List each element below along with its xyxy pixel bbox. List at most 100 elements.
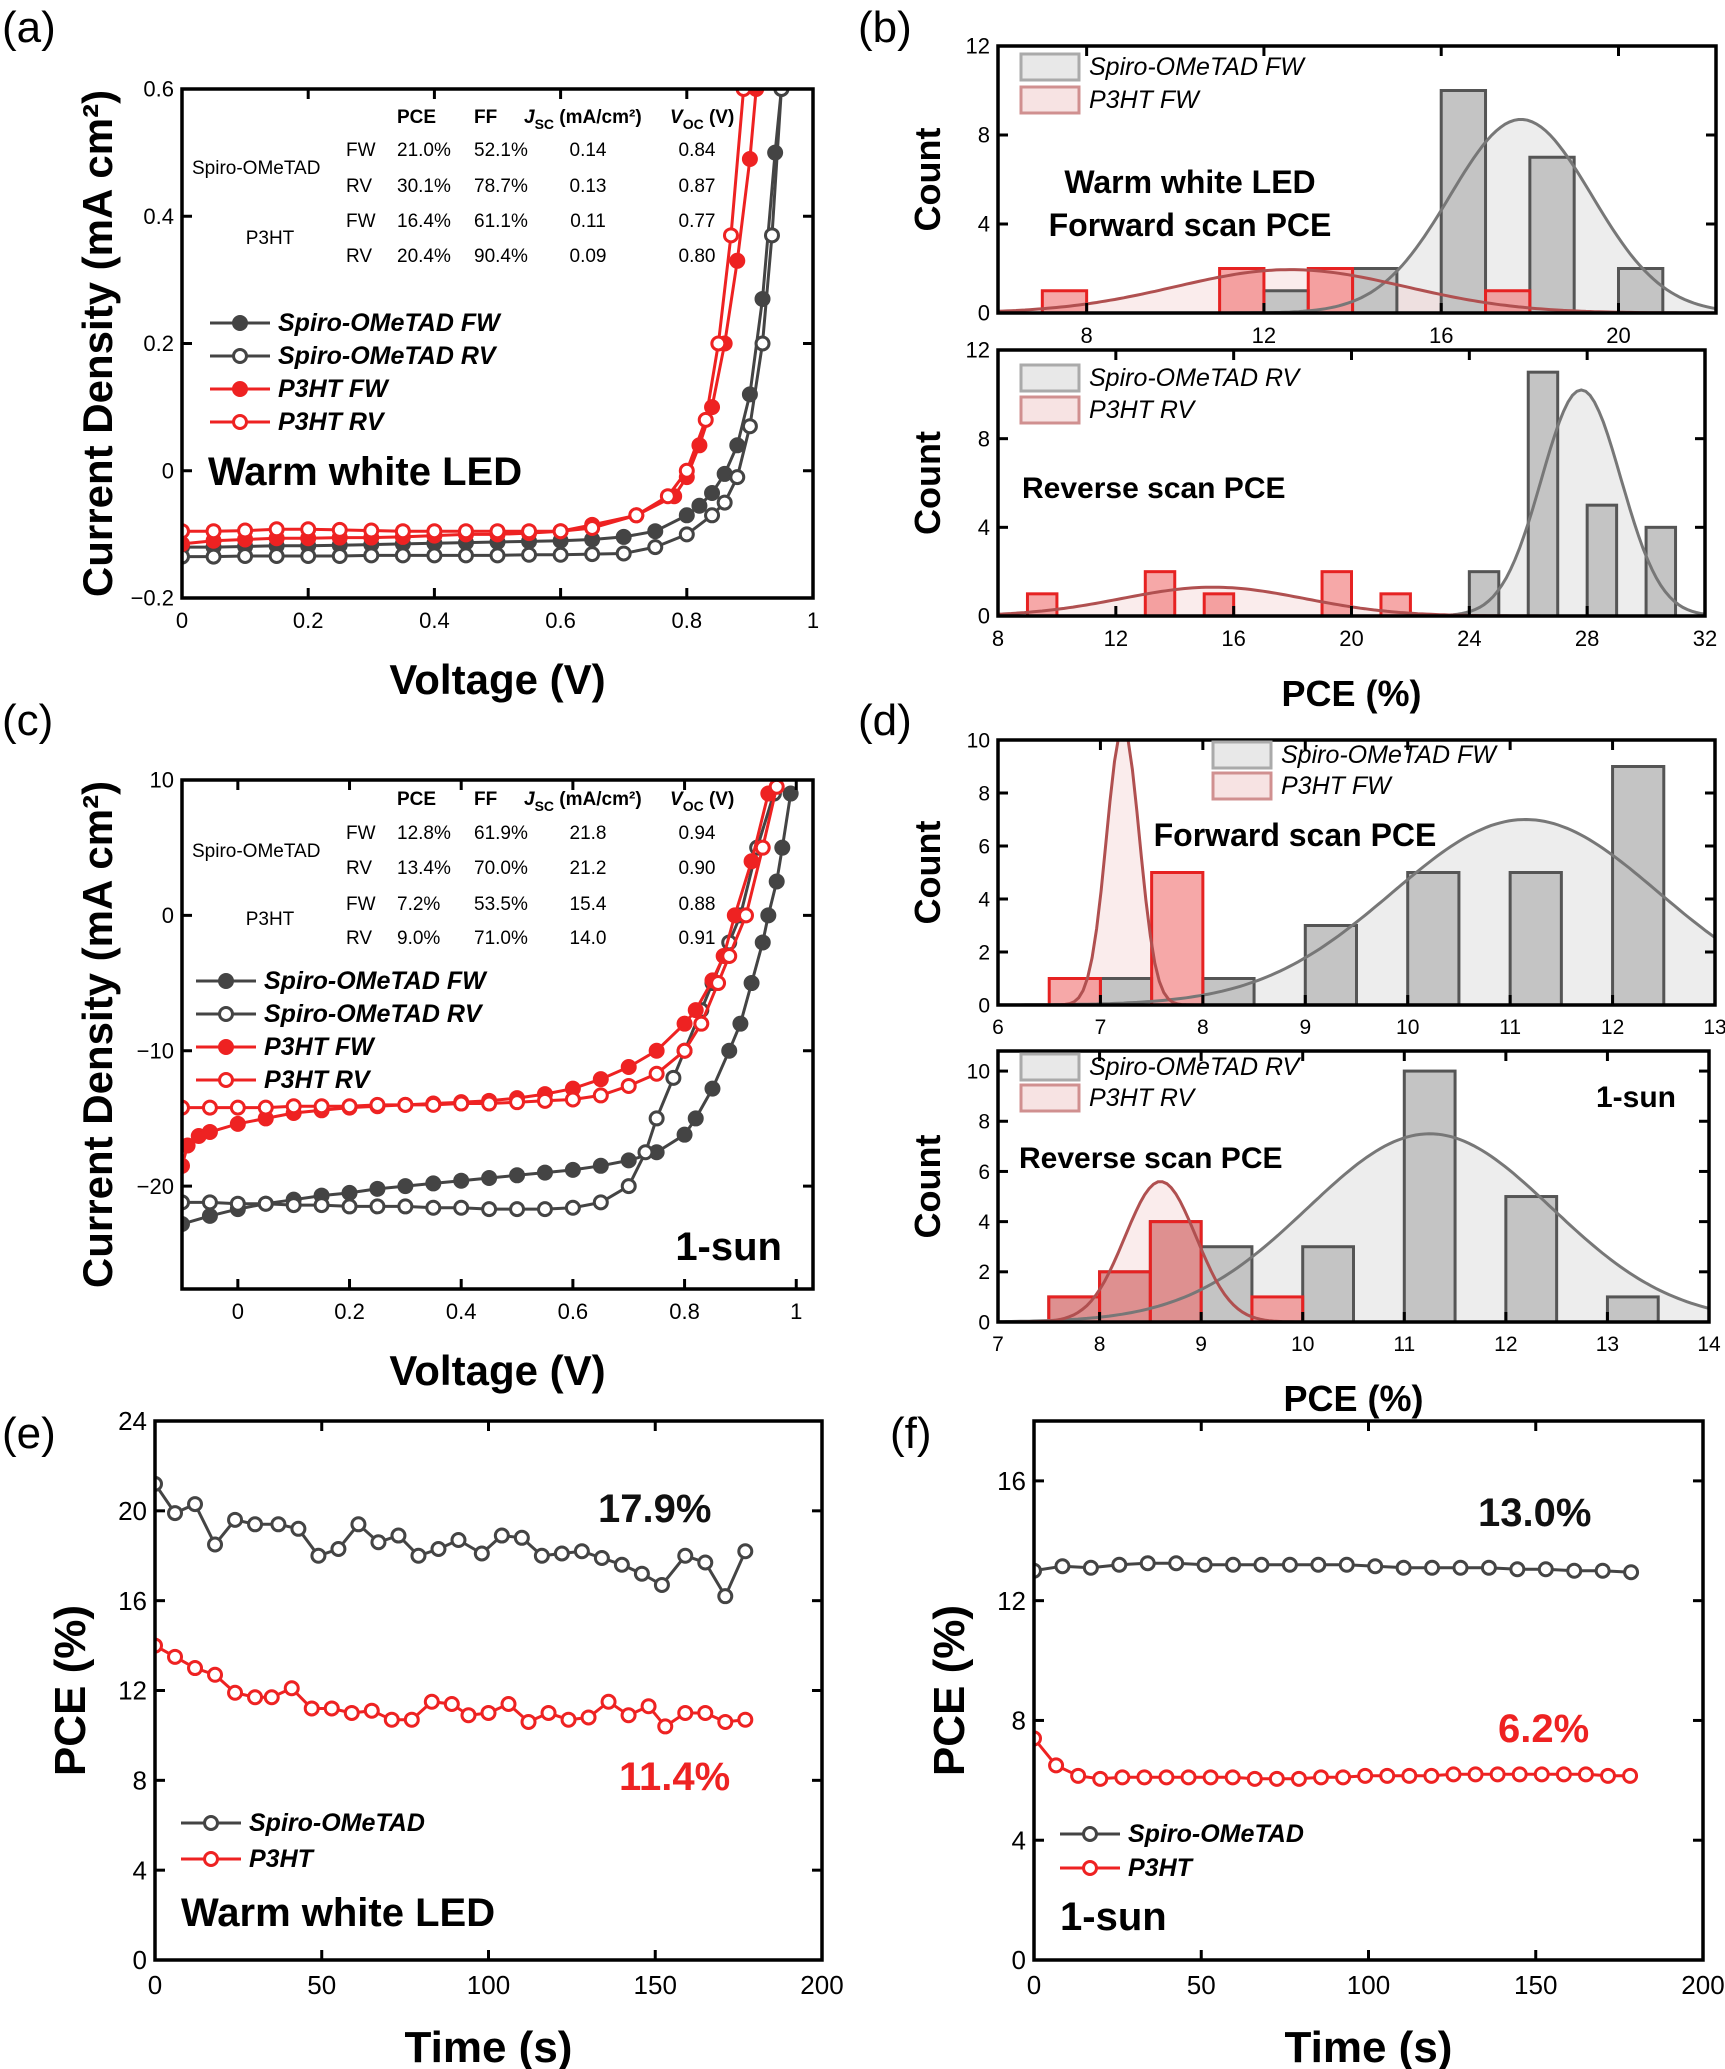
data-point	[1246, 1770, 1263, 1787]
data-point	[552, 523, 569, 540]
data-point	[457, 547, 474, 564]
data-point	[521, 523, 538, 540]
data-point	[410, 1547, 427, 1564]
legend-label: Spiro-OMeTAD FW	[264, 967, 488, 995]
data-point	[480, 1704, 497, 1721]
table-cell: 21.2	[570, 858, 607, 879]
table-cell: 14.0	[570, 928, 607, 949]
y-tick-label: 10	[967, 729, 990, 752]
annotation: 11.4%	[619, 1755, 730, 1799]
header-sub: OC	[683, 116, 704, 132]
data-point	[1379, 1767, 1396, 1784]
spiro-bar	[1439, 89, 1488, 313]
legend-swatch	[1019, 1052, 1081, 1082]
legend-marker	[232, 315, 248, 331]
table-cell: 13.4%	[397, 858, 451, 879]
x-tick-label: 28	[1575, 626, 1599, 651]
x-tick-label: 0.4	[446, 1299, 477, 1324]
y-tick-label: 20	[118, 1496, 147, 1526]
x-tick-label: 12	[1601, 1016, 1624, 1039]
legend: Spiro-OMeTAD FW Spiro-OMeTAD RV P3HT FW P3H…	[210, 309, 502, 436]
data-point	[1480, 1559, 1497, 1576]
data-point	[600, 1693, 617, 1710]
x-tick-label: 0.2	[334, 1299, 365, 1324]
data-point	[677, 1704, 694, 1721]
data-point	[722, 227, 739, 244]
legend-label: P3HT RV	[278, 408, 386, 436]
data-point	[564, 1199, 581, 1216]
data-point	[489, 547, 506, 564]
header-text: V	[670, 789, 684, 810]
y-tick-label: 8	[978, 426, 990, 451]
data-point	[369, 1180, 386, 1197]
data-point	[1281, 1556, 1298, 1573]
panel-label-e: (e)	[2, 1409, 56, 1458]
y-tick-label: 12	[966, 34, 990, 59]
data-point	[1566, 1562, 1583, 1579]
data-point	[741, 150, 758, 167]
data-point	[536, 1201, 553, 1218]
x-tick-label: 0.4	[419, 608, 450, 633]
data-point	[1600, 1767, 1617, 1784]
x-tick-label: 10	[1396, 1016, 1419, 1039]
data-point	[390, 1527, 407, 1544]
x-tick-label: 0.6	[545, 608, 576, 633]
data-point	[1092, 1770, 1109, 1787]
x-tick-label: 1	[807, 608, 819, 633]
legend-item: Spiro-OMeTAD RV	[1019, 1052, 1302, 1082]
panel-label-b: (b)	[858, 3, 912, 52]
table-cell: 20.4%	[397, 246, 451, 267]
series-spiro-ometad-rv	[182, 89, 790, 565]
data-point	[1225, 1556, 1242, 1573]
data-point	[229, 1115, 246, 1132]
data-point	[774, 839, 791, 856]
legend-marker	[218, 1006, 234, 1022]
legend-marker	[203, 1851, 219, 1867]
x-tick-label: 0	[176, 608, 188, 633]
data-point	[767, 144, 784, 161]
data-point	[737, 1711, 754, 1728]
table-cell: 90.4%	[474, 246, 528, 267]
table-header: JSC (mA/cm²)	[524, 107, 642, 132]
data-point	[560, 1711, 577, 1728]
data-point	[564, 1161, 581, 1178]
data-point	[737, 1543, 754, 1560]
data-point	[536, 1092, 553, 1109]
table-group-label: Spiro-OMeTAD	[192, 841, 320, 862]
data-point	[300, 521, 317, 538]
data-point	[270, 1516, 287, 1533]
data-point	[397, 1096, 414, 1113]
data-point	[659, 488, 676, 505]
data-point	[1114, 1769, 1131, 1786]
data-point	[768, 873, 785, 890]
y-axis-title: Count	[907, 821, 948, 925]
y-tick-label: 0.2	[143, 331, 174, 356]
data-point	[593, 1549, 610, 1566]
y-tick-label: 0	[133, 1945, 147, 1975]
data-point	[620, 1152, 637, 1169]
data-point	[268, 548, 285, 565]
fit-area-p3ht	[998, 740, 1715, 1005]
spiro-bar	[1508, 871, 1563, 1005]
data-point	[573, 1543, 590, 1560]
data-point	[425, 1096, 442, 1113]
x-tick-label: 150	[1514, 1970, 1557, 2000]
data-point	[648, 1065, 665, 1082]
legend-label: Spiro-OMeTAD FW	[278, 309, 502, 337]
data-point	[754, 335, 771, 352]
x-tick-label: 12	[1494, 1333, 1517, 1356]
x-tick-label: 0	[232, 1299, 244, 1324]
data-point	[201, 1123, 218, 1140]
data-point	[657, 1718, 674, 1735]
data-point	[285, 1098, 302, 1115]
data-point	[369, 1198, 386, 1215]
data-point	[1224, 1769, 1241, 1786]
data-point	[1622, 1767, 1639, 1784]
data-point	[648, 1110, 665, 1127]
y-tick-label: 6	[978, 1161, 990, 1184]
x-axis-title: PCE (%)	[1283, 1378, 1423, 1419]
y-tick-label: 6	[978, 835, 990, 858]
x-tick-label: 12	[1252, 323, 1276, 348]
chart-panel-b2: 8 12 16 20 24 28 32 0 4 8 12 PCE (%) Count Reverse sc…	[907, 338, 1717, 714]
